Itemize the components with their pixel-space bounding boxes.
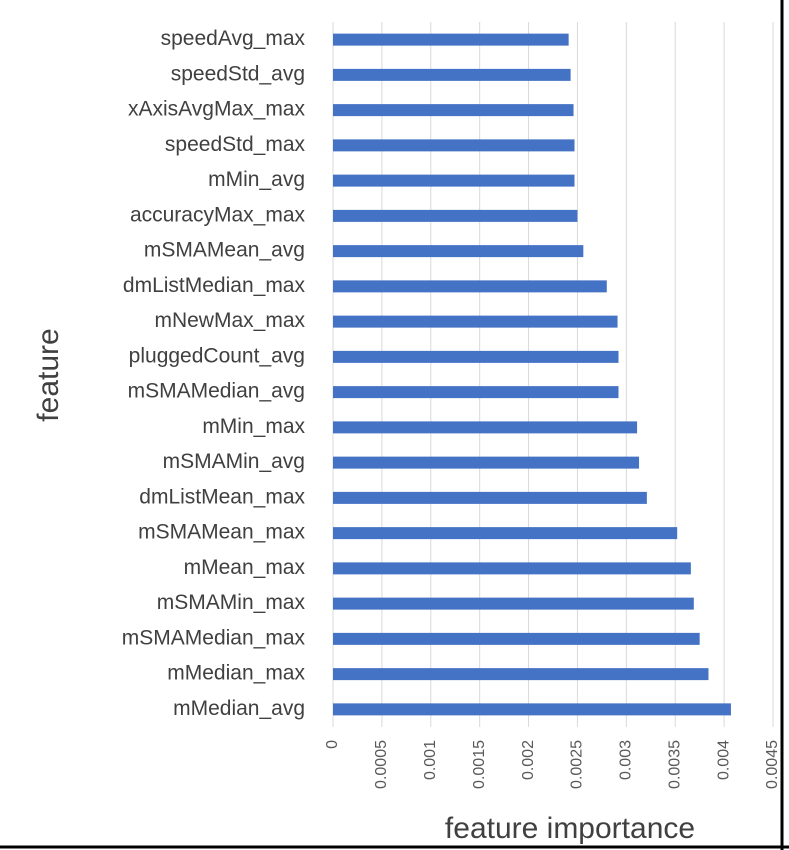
y-tick-label: mMedian_avg — [173, 697, 305, 720]
bar — [333, 703, 731, 716]
bar — [333, 68, 571, 81]
bar — [333, 104, 574, 117]
x-axis-title: feature importance — [445, 812, 695, 845]
y-tick-label: mSMAMedian_max — [122, 626, 306, 649]
y-tick-label: mSMAMean_avg — [144, 239, 305, 262]
x-tick-label: 0.0025 — [569, 740, 586, 789]
y-tick-label: mNewMax_max — [154, 309, 305, 332]
bar — [333, 491, 647, 504]
y-tick-label: speedAvg_max — [161, 27, 306, 50]
bar — [333, 597, 694, 610]
x-tick-label: 0.0045 — [764, 740, 781, 789]
bar — [333, 139, 575, 152]
y-tick-label: mMin_avg — [208, 168, 305, 191]
x-tick-label: 0.003 — [618, 740, 635, 780]
x-tick-label: 0.002 — [520, 740, 537, 780]
x-tick-label: 0.0015 — [471, 740, 488, 789]
y-tick-label: mSMAMin_avg — [163, 450, 305, 473]
y-tick-label: mSMAMean_max — [138, 521, 305, 544]
bar — [333, 350, 619, 363]
bar — [333, 245, 584, 258]
bar — [333, 315, 618, 328]
y-tick-label: dmListMedian_max — [123, 274, 306, 297]
y-tick-label: speedStd_avg — [171, 62, 305, 85]
y-tick-label: pluggedCount_avg — [129, 344, 305, 367]
x-tick-label: 0 — [324, 740, 341, 749]
bar — [333, 33, 569, 46]
y-tick-label: mSMAMedian_avg — [128, 380, 305, 403]
bar — [333, 280, 607, 293]
y-tick-label: dmListMean_max — [139, 485, 305, 508]
bar — [333, 668, 709, 681]
y-tick-label: speedStd_max — [165, 133, 306, 156]
x-tick-label: 0.0035 — [666, 740, 683, 789]
bar — [333, 174, 575, 187]
y-tick-label: mMin_max — [202, 415, 305, 438]
y-tick-label: mSMAMin_max — [157, 591, 306, 614]
bar — [333, 527, 678, 540]
bar — [333, 456, 640, 469]
y-tick-label: mMedian_max — [167, 662, 305, 685]
y-tick-label: xAxisAvgMax_max — [128, 98, 306, 121]
y-axis-title: feature — [32, 328, 65, 421]
bar — [333, 421, 638, 434]
y-tick-label: mMean_max — [184, 556, 306, 579]
x-tick-label: 0.0005 — [373, 740, 390, 789]
bar — [333, 209, 578, 222]
x-tick-label: 0.001 — [422, 740, 439, 780]
bar — [333, 632, 700, 645]
y-tick-label: accuracyMax_max — [130, 203, 306, 226]
bar — [333, 562, 691, 575]
x-tick-label: 0.004 — [715, 740, 732, 780]
bar — [333, 386, 619, 399]
